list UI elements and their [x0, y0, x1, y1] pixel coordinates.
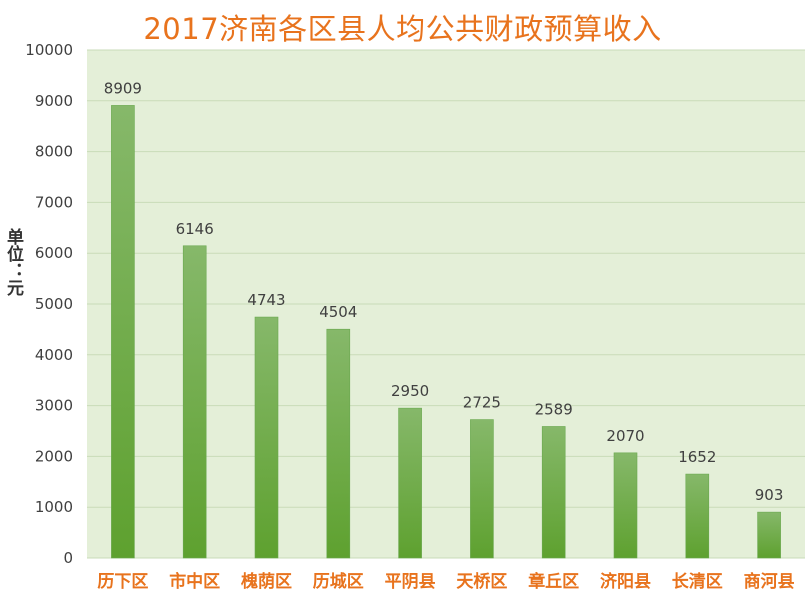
x-tick-label: 商河县 [744, 571, 795, 592]
y-tick-label: 10000 [25, 41, 73, 59]
y-tick-label: 1000 [35, 498, 73, 516]
data-label: 6146 [176, 220, 214, 238]
y-tick-label: 7000 [35, 193, 73, 211]
x-tick-label: 历下区 [97, 572, 148, 592]
y-tick-label: 8000 [35, 143, 73, 161]
bar [470, 419, 494, 559]
bar [254, 316, 279, 559]
bar [541, 426, 566, 559]
y-tick-label: 4000 [35, 346, 73, 364]
data-label: 8909 [104, 79, 142, 97]
bar [182, 245, 207, 559]
y-tick-label: 3000 [35, 397, 73, 415]
data-label: 4743 [247, 291, 285, 309]
y-tick-label: 9000 [35, 92, 73, 110]
x-tick-label: 济阳县 [600, 571, 651, 592]
data-label: 4504 [319, 303, 357, 321]
x-tick-label: 平阴县 [385, 572, 436, 592]
bar [613, 452, 638, 559]
data-label: 2950 [391, 382, 429, 400]
data-label: 2589 [535, 400, 573, 418]
data-label: 2725 [463, 394, 501, 412]
y-tick-label: 2000 [35, 447, 73, 465]
y-tick-label: 6000 [35, 244, 73, 262]
x-tick-label: 天桥区 [456, 572, 507, 592]
bar [326, 328, 351, 559]
data-label: 903 [755, 486, 784, 504]
y-tick-label: 0 [63, 549, 73, 567]
y-axis-label: 单位：元 [3, 228, 23, 296]
bar [757, 511, 781, 559]
data-label: 2070 [606, 427, 644, 445]
bar [111, 105, 135, 559]
x-tick-label: 槐荫区 [240, 571, 292, 592]
x-tick-label: 历城区 [313, 572, 364, 592]
y-tick-label: 5000 [35, 295, 73, 313]
x-tick-label: 市中区 [169, 571, 220, 592]
bar [398, 407, 422, 559]
bar [685, 473, 710, 559]
x-tick-label: 章丘区 [528, 571, 579, 592]
data-label: 1652 [678, 448, 716, 466]
chart-title: 2017济南各区县人均公共财政预算收入 [143, 12, 662, 46]
x-tick-label: 长清区 [672, 571, 723, 592]
